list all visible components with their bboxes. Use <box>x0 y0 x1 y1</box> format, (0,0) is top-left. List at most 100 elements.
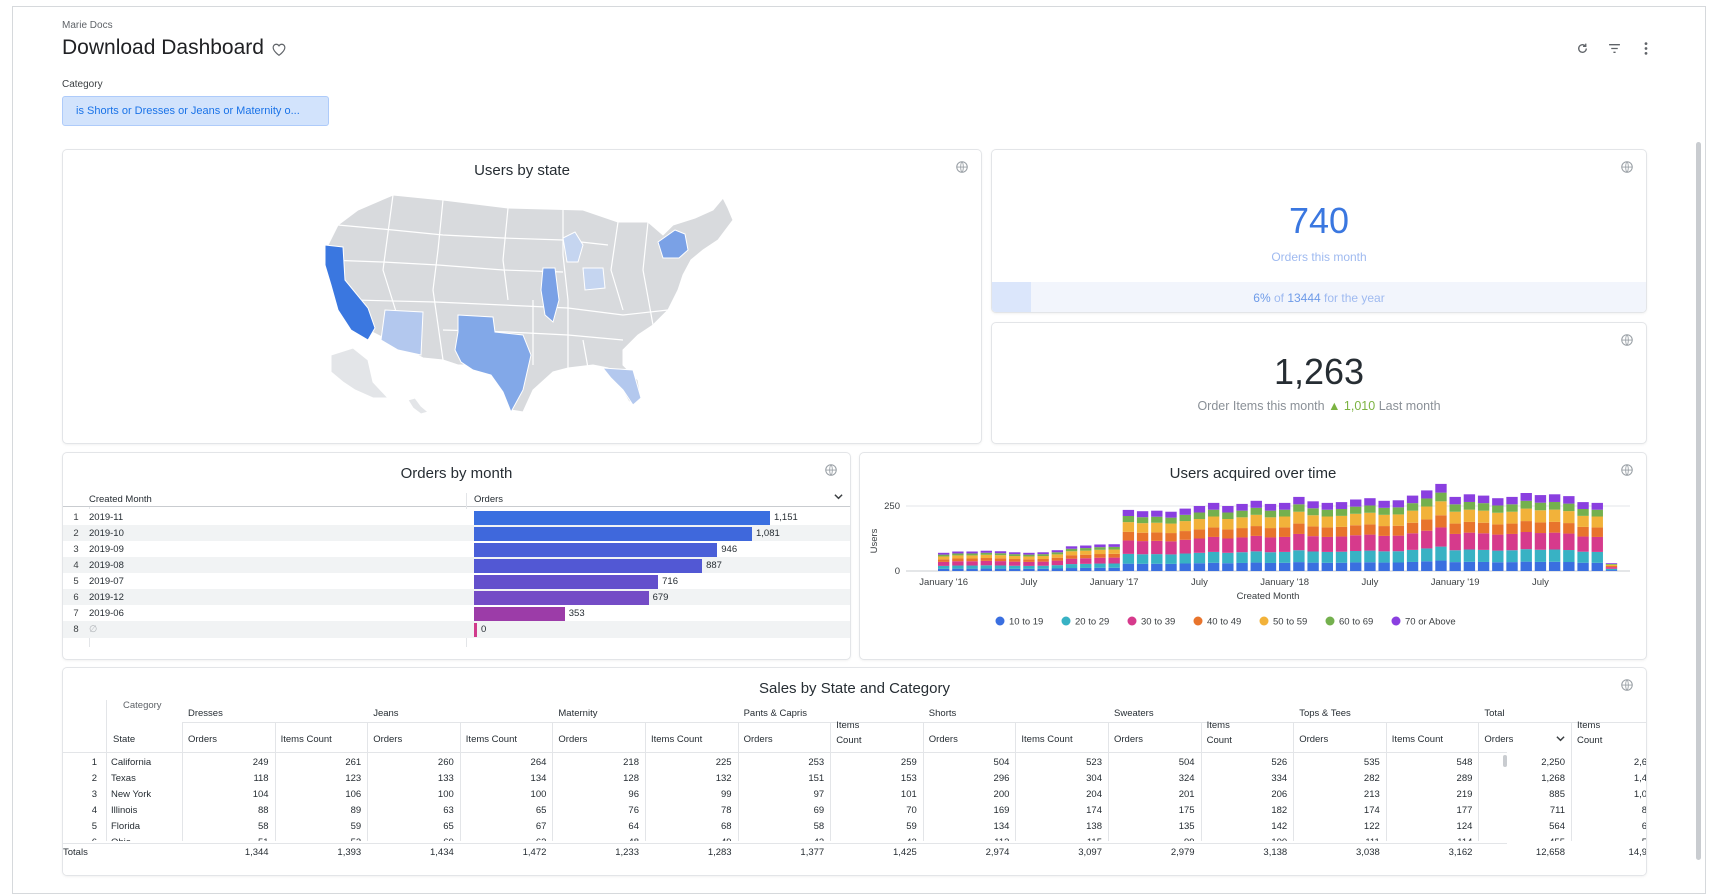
bar-segment-60-to-69 <box>1449 504 1461 512</box>
globe-icon[interactable] <box>1620 678 1634 692</box>
orders-row[interactable]: 6 2019-12 679 <box>63 589 850 606</box>
bar-segment-70-or-above <box>1591 502 1603 510</box>
orders-row[interactable]: 3 2019-09 946 <box>63 541 850 558</box>
category-header[interactable]: Jeans <box>373 708 399 719</box>
orders-row[interactable]: 1 2019-11 1,151 <box>63 509 850 526</box>
pivot-category-label: Category <box>123 700 162 711</box>
bar-segment-70-or-above <box>1179 508 1191 515</box>
sub-header[interactable]: Items Count <box>651 734 703 745</box>
value-cell: 67 <box>535 821 547 832</box>
state-cell[interactable]: New York <box>111 789 152 800</box>
category-filter-chip[interactable]: is Shorts or Dresses or Jeans or Materni… <box>62 96 329 126</box>
bar-segment-60-to-69 <box>1435 492 1447 502</box>
category-header[interactable]: Maternity <box>558 708 598 719</box>
sub-header[interactable]: Orders <box>558 734 588 745</box>
state-cell[interactable]: Florida <box>111 821 141 832</box>
value-cell: 58 <box>813 821 825 832</box>
sub-header[interactable]: Items Count <box>1577 720 1603 746</box>
bar-segment-50-to-59 <box>952 555 964 559</box>
bar-segment-70-or-above <box>1151 510 1163 517</box>
sub-header[interactable]: Orders <box>928 734 958 745</box>
orders-row[interactable]: 4 2019-08 887 <box>63 557 850 574</box>
bar-segment-50-to-59 <box>1307 515 1319 527</box>
orders-row[interactable]: 5 2019-07 716 <box>63 573 850 590</box>
sub-header[interactable]: Orders <box>1114 734 1144 745</box>
filter-icon[interactable] <box>1606 40 1622 56</box>
page-scrollbar[interactable] <box>1696 142 1701 860</box>
sub-header[interactable]: Items Count <box>280 734 332 745</box>
sub-header[interactable]: Orders <box>1484 734 1514 745</box>
sort-chevron-icon[interactable] <box>1556 734 1565 746</box>
sub-header[interactable]: Items Count <box>465 734 518 745</box>
globe-icon[interactable] <box>955 160 969 174</box>
bar-segment-60-to-69 <box>966 553 978 556</box>
orders-row[interactable]: 2 2019-10 1,081 <box>63 525 850 542</box>
more-vert-icon[interactable] <box>1638 40 1654 56</box>
value-cell: 2,250 <box>1541 757 1565 768</box>
bar-segment-20-to-29 <box>1421 548 1433 562</box>
bar-segment-50-to-59 <box>980 554 992 559</box>
bar-segment-60-to-69 <box>1378 507 1390 515</box>
orders-row[interactable]: 7 2019-06 353 <box>63 605 850 622</box>
category-header[interactable]: Tops & Tees <box>1299 708 1351 719</box>
state-california <box>324 244 376 341</box>
bar-segment-40-to-49 <box>1136 532 1149 542</box>
bar-segment-40-to-49 <box>1193 529 1206 539</box>
bar-segment-60-to-69 <box>1094 547 1106 550</box>
bar-segment-60-to-69 <box>1492 505 1504 513</box>
bar-segment-60-to-69 <box>1406 503 1419 511</box>
bar-segment-50-to-59 <box>1506 511 1518 524</box>
state-cell[interactable]: California <box>111 757 152 768</box>
sub-header[interactable]: Items Count <box>1021 734 1073 745</box>
x-tick-label: July <box>1532 577 1549 588</box>
state-header[interactable]: State <box>113 734 136 745</box>
table-scrollbar[interactable] <box>1503 755 1507 767</box>
value-cell: 174 <box>1363 805 1380 816</box>
state-cell[interactable]: Texas <box>111 773 136 784</box>
state-florida <box>601 367 642 406</box>
bar-segment-10-to-19 <box>1492 562 1504 571</box>
bar-segment-70-or-above <box>1293 496 1305 505</box>
bar-segment-70-or-above <box>1051 550 1064 553</box>
legend-swatch <box>995 616 1005 626</box>
sort-chevron-icon[interactable] <box>834 492 843 504</box>
bar-segment-30-to-39 <box>1406 533 1419 550</box>
bar-segment-40-to-49 <box>1406 522 1419 534</box>
column-divider <box>830 722 832 858</box>
sub-header[interactable]: Items Count <box>1391 734 1444 745</box>
col-created-month[interactable]: Created Month <box>89 494 152 505</box>
category-header[interactable]: Sweaters <box>1114 708 1154 719</box>
orders-row[interactable]: 8 ∅ 0 <box>63 621 850 638</box>
dashboard-title: Download Dashboard <box>62 36 264 59</box>
bar-segment-70-or-above <box>1477 495 1490 504</box>
category-header[interactable]: Shorts <box>928 708 957 719</box>
bar-segment-10-to-19 <box>1151 563 1163 571</box>
bar-segment-30-to-39 <box>1065 558 1078 565</box>
sub-header[interactable]: Orders <box>188 734 218 745</box>
breadcrumb[interactable]: Marie Docs <box>62 20 113 31</box>
bar-segment-20-to-29 <box>1463 549 1476 562</box>
category-header[interactable]: Total <box>1484 708 1505 719</box>
sub-header[interactable]: Orders <box>1299 734 1329 745</box>
sub-header[interactable]: Orders <box>743 734 773 745</box>
globe-icon[interactable] <box>1620 160 1634 174</box>
order-items-label: Order Items this month <box>1197 399 1325 413</box>
globe-icon[interactable] <box>1620 333 1634 347</box>
state-cell[interactable]: Illinois <box>111 805 138 816</box>
value-cell: 122 <box>1363 821 1380 832</box>
orders-value: 1,151 <box>774 512 798 523</box>
globe-icon[interactable] <box>1620 463 1634 477</box>
sub-header[interactable]: Orders <box>373 734 403 745</box>
bar-segment-10-to-19 <box>994 568 1007 571</box>
total-cell: 1,344 <box>244 847 269 858</box>
sub-header[interactable]: Items Count <box>836 720 862 746</box>
refresh-icon[interactable] <box>1574 40 1590 56</box>
total-cell: 1,283 <box>707 847 732 858</box>
favorite-heart-icon[interactable] <box>272 43 286 56</box>
bar-segment-20-to-29 <box>1392 551 1405 563</box>
globe-icon[interactable] <box>824 463 838 477</box>
category-header[interactable]: Dresses <box>188 708 223 719</box>
col-orders[interactable]: Orders <box>474 494 504 505</box>
category-header[interactable]: Pants & Capris <box>743 708 807 719</box>
sub-header[interactable]: Items Count <box>1206 720 1232 746</box>
